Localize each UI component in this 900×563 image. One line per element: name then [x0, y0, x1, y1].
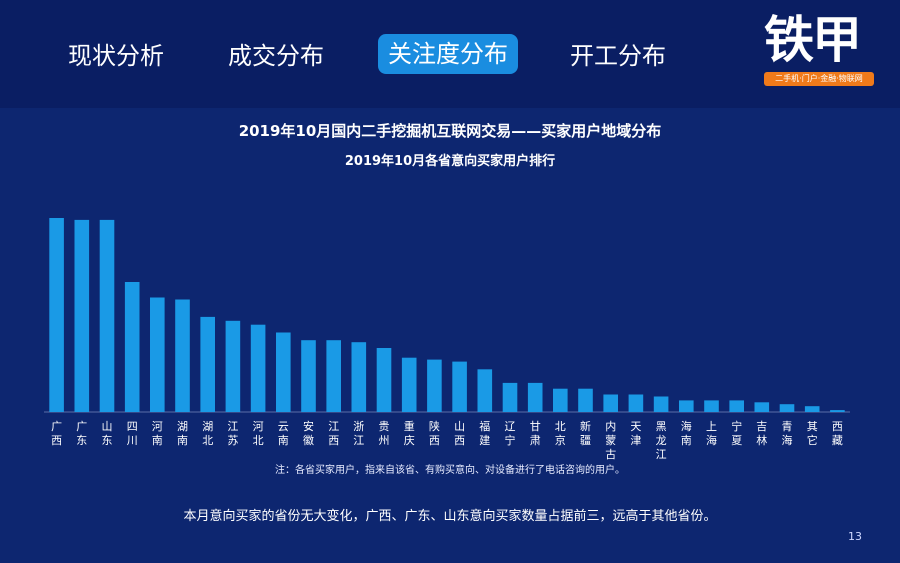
bar-24: [653, 396, 669, 412]
x-tick-label: 江苏: [227, 420, 238, 447]
bar-29: [779, 404, 795, 412]
x-tick-label: 新疆: [580, 419, 591, 447]
logo-tagline: 二手机·门户·金融·物联网: [764, 72, 874, 86]
tab-attention-distribution[interactable]: 关注度分布: [378, 34, 518, 74]
logo-text: 铁甲: [764, 11, 862, 69]
x-tick-label: 山西: [454, 420, 465, 447]
chart-title: 2019年10月国内二手挖掘机互联网交易——买家用户地域分布: [238, 122, 662, 140]
x-tick-label: 云南: [278, 420, 289, 447]
x-tick-label: 海南: [681, 419, 692, 447]
bar-28: [754, 402, 770, 412]
bar-12: [351, 342, 367, 412]
bar-15: [427, 359, 442, 412]
tab-operation-distribution[interactable]: 开工分布: [570, 42, 666, 70]
bar-26: [704, 400, 719, 412]
bar-2: [99, 219, 115, 412]
x-tick-label: 福建: [479, 419, 490, 447]
bar-11: [326, 340, 341, 412]
x-tick-label: 山东: [102, 420, 113, 447]
bar-30: [804, 406, 820, 412]
bar-19: [527, 382, 543, 412]
tab-status-analysis[interactable]: 现状分析: [68, 42, 164, 70]
bar-31: [830, 410, 845, 412]
x-tick-label: 江西: [328, 420, 339, 447]
x-tick-label: 北京: [555, 420, 566, 447]
x-tick-label: 天津: [630, 420, 641, 447]
x-tick-label: 安徽: [303, 419, 314, 447]
x-tick-label: 黑龙江: [656, 420, 667, 461]
bar-27: [729, 400, 744, 412]
x-tick-label: 广西: [51, 420, 62, 447]
x-tick-label: 辽宁: [505, 420, 516, 447]
brand-logo: 铁甲 二手机·门户·金融·物联网: [760, 10, 880, 90]
x-tick-label: 甘肃: [530, 420, 541, 447]
x-tick-label: 四川: [127, 420, 138, 447]
bar-13: [376, 348, 392, 412]
x-tick-label: 上海: [706, 420, 717, 447]
bar-25: [679, 400, 694, 412]
x-tick-label: 陕西: [429, 419, 440, 447]
bar-17: [477, 369, 493, 412]
top-nav-bar: 现状分析 成交分布 关注度分布 开工分布 铁甲 二手机·门户·金融·物联网: [0, 0, 900, 108]
chart-subtitle: 2019年10月各省意向买家用户排行: [344, 154, 556, 169]
bar-22: [603, 394, 618, 412]
bar-10: [301, 340, 316, 412]
chart-footnote: 注：各省买家用户，指来自该省、有购买意向、对设备进行了电话咨询的用户。: [275, 465, 625, 476]
bar-6: [200, 316, 215, 412]
x-tick-label: 重庆: [404, 419, 415, 447]
bar-16: [452, 361, 467, 412]
bar-4: [150, 297, 165, 412]
summary-text: 本月意向买家的省份无大变化，广西、广东、山东意向买家数量占据前三，远高于其他省份…: [183, 509, 717, 524]
bar-21: [578, 388, 593, 412]
x-tick-label: 河北: [253, 420, 264, 447]
x-tick-label: 贵州: [379, 420, 390, 447]
x-tick-label: 青海: [782, 420, 793, 447]
x-tick-label: 内蒙古: [605, 419, 616, 461]
x-tick-label: 浙江: [353, 420, 364, 447]
x-tick-label: 吉林: [756, 420, 767, 447]
bar-20: [553, 388, 568, 412]
bar-14: [401, 357, 417, 412]
bar-0: [49, 218, 64, 412]
tab-deal-distribution[interactable]: 成交分布: [228, 42, 324, 70]
x-tick-label: 西藏: [832, 420, 843, 447]
bar-5: [175, 299, 190, 412]
bar-18: [502, 382, 518, 412]
x-tick-label: 其它: [807, 420, 818, 447]
x-tick-label: 湖南: [177, 420, 188, 447]
x-tick-label: 广东: [76, 420, 87, 447]
x-tick-label: 湖北: [202, 420, 213, 447]
bar-3: [124, 282, 140, 412]
bar-1: [74, 219, 90, 412]
x-tick-label: 宁夏: [731, 419, 742, 447]
x-tick-label: 河南: [152, 420, 163, 447]
bar-7: [225, 320, 241, 412]
bar-8: [250, 324, 266, 412]
page-number: 13: [848, 530, 862, 543]
bar-9: [276, 332, 291, 412]
bar-23: [628, 394, 644, 412]
